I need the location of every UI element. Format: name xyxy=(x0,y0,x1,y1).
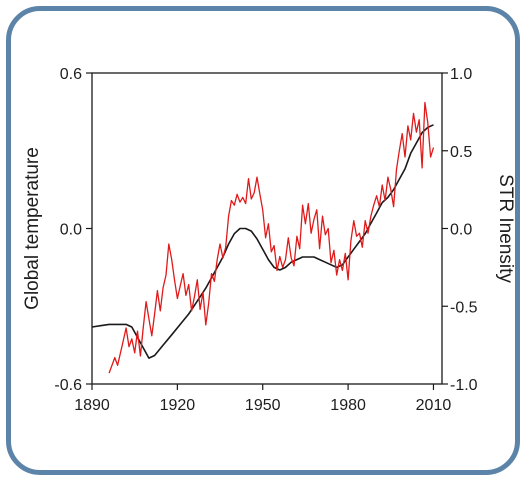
y-tick-label-left: 0.0 xyxy=(60,222,82,239)
x-tick-label: 1890 xyxy=(74,397,110,414)
global-temperature-line xyxy=(91,124,434,359)
x-tick-label: 1980 xyxy=(330,397,366,414)
str-intensity-line xyxy=(108,101,435,374)
y-axis-title-left: Global temperature xyxy=(22,147,43,310)
x-tick-label: 1920 xyxy=(160,397,196,414)
y-tick-label-right: -1.0 xyxy=(450,377,478,394)
y-axis-title-right: STR Inensity xyxy=(495,174,516,283)
y-tick-label-right: -0.5 xyxy=(450,299,478,316)
ticks-layer: 1890 1920 1950 1980 2010 -0.6 0.0 0.6 -1.0 -0.5 0.… xyxy=(54,66,477,414)
y-tick-label-left: -0.6 xyxy=(54,377,82,394)
y-tick-label-left: 0.6 xyxy=(60,66,82,83)
x-tick-label: 2010 xyxy=(416,397,452,414)
y-tick-label-right: 0.5 xyxy=(450,144,472,161)
y-tick-label-right: 1.0 xyxy=(450,66,472,83)
series-layer xyxy=(91,101,435,374)
x-tick-label: 1950 xyxy=(245,397,281,414)
y-tick-label-right: 0.0 xyxy=(450,222,472,239)
